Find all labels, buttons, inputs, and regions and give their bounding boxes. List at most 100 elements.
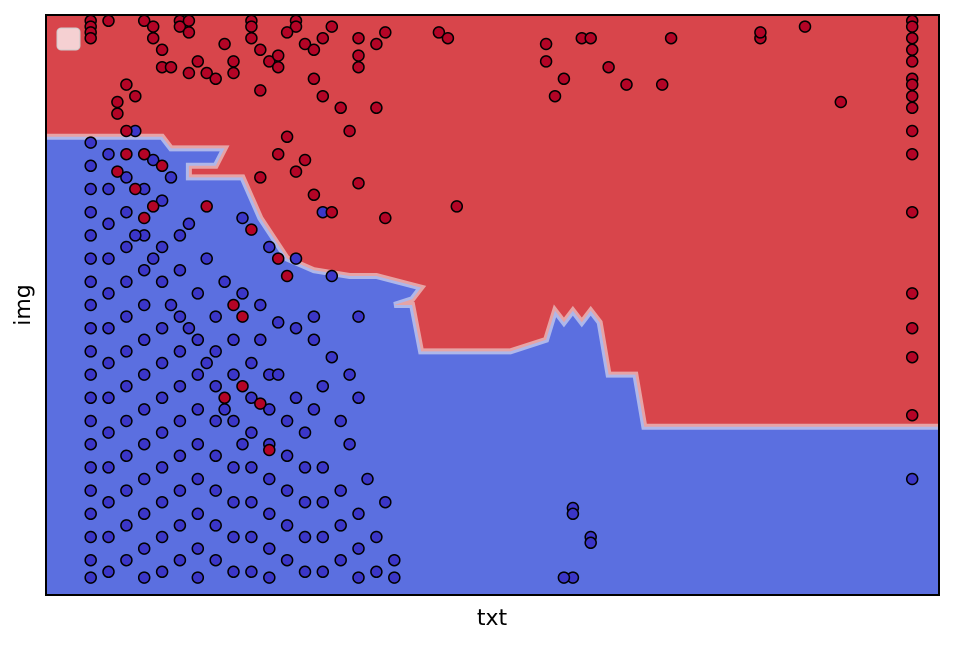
scatter-point-img (905, 205, 919, 219)
scatter-point-img (146, 31, 160, 45)
scatter-point-txt (137, 298, 151, 312)
scatter-point-txt (173, 310, 187, 323)
scatter-point-txt (84, 553, 97, 567)
plot-frame (45, 14, 940, 596)
scatter-point-img (227, 55, 240, 68)
scatter-point-txt (155, 565, 169, 579)
scatter-point-img (352, 31, 365, 45)
scatter-point-img (254, 43, 267, 57)
scatter-point-txt (334, 519, 347, 532)
scatter-point-img (905, 43, 919, 57)
scatter-point-img (584, 31, 597, 45)
scatter-point-txt (146, 153, 160, 167)
scatter-point-txt (343, 368, 356, 381)
scatter-point-img (289, 165, 303, 178)
x-axis-label: txt (477, 606, 508, 631)
scatter-point-txt (102, 565, 115, 579)
scatter-point-txt (263, 542, 276, 555)
scatter-point-txt (379, 495, 392, 509)
scatter-point-img (254, 84, 267, 97)
scatter-point-txt (120, 345, 133, 358)
scatter-point-img (754, 26, 767, 39)
scatter-point-img (271, 252, 285, 265)
scatter-point-txt (173, 263, 187, 277)
scatter-point-img (905, 55, 919, 68)
scatter-point-img (352, 60, 365, 74)
scatter-point-txt (84, 571, 97, 584)
scatter-point-txt (137, 437, 151, 451)
scatter-point-txt (289, 252, 303, 265)
scatter-point-txt (209, 449, 222, 463)
scatter-point-img (164, 60, 178, 74)
scatter-point-txt (227, 414, 240, 428)
scatter-point-txt (227, 333, 240, 347)
scatter-point-txt (102, 391, 115, 405)
scatter-point-txt (191, 333, 205, 347)
scatter-point-txt (137, 542, 151, 555)
scatter-point-txt (254, 298, 267, 312)
scatter-point-txt (137, 403, 151, 416)
scatter-point-img (370, 37, 383, 51)
scatter-point-txt (173, 553, 187, 567)
scatter-point-img (218, 37, 231, 51)
scatter-point-txt (280, 519, 294, 532)
scatter-point-txt (102, 287, 115, 300)
scatter-point-img (289, 20, 303, 33)
scatter-point-img (191, 55, 205, 68)
scatter-point-txt (102, 182, 115, 196)
scatter-point-txt (236, 287, 249, 300)
scatter-point-img (352, 49, 365, 62)
scatter-point-txt (209, 310, 222, 323)
scatter-point-txt (316, 565, 330, 579)
scatter-point-txt (120, 519, 133, 532)
scatter-point-txt (263, 571, 276, 584)
scatter-point-img (182, 66, 196, 80)
decision-boundary-line (46, 133, 939, 430)
scatter-point-txt (352, 507, 365, 521)
scatter-point-txt (84, 391, 97, 405)
scatter-point-txt (245, 391, 258, 405)
scatter-point-img (834, 95, 848, 109)
scatter-point-img (280, 130, 294, 144)
scatter-point-txt (146, 252, 160, 265)
scatter-point-txt (102, 426, 115, 439)
scatter-point-txt (245, 356, 258, 370)
scatter-point-img (120, 124, 133, 138)
scatter-point-img (307, 72, 321, 86)
scatter-point-img (905, 124, 919, 138)
scatter-point-txt (227, 530, 240, 544)
scatter-point-img (441, 31, 455, 45)
scatter-point-txt (298, 565, 312, 579)
scatter-point-txt (191, 571, 205, 584)
scatter-point-img (905, 408, 919, 422)
scatter-point-txt (307, 403, 321, 416)
scatter-point-img (182, 15, 196, 28)
y-axis-label: img (11, 284, 36, 326)
scatter-point-img (245, 223, 258, 236)
scatter-point-txt (120, 484, 133, 497)
scatter-point-txt (316, 461, 330, 474)
scatter-point-img (271, 147, 285, 161)
scatter-point-txt (173, 414, 187, 428)
scatter-point-txt (102, 356, 115, 370)
scatter-point-img (245, 20, 258, 33)
scatter-point-txt (155, 495, 169, 509)
scatter-point-txt (84, 368, 97, 381)
scatter-point-txt (84, 298, 97, 312)
scatter-point-txt (164, 171, 178, 184)
scatter-point-img (307, 188, 321, 202)
scatter-point-img (111, 165, 124, 178)
scatter-point-txt (245, 461, 258, 474)
scatter-point-txt (227, 495, 240, 509)
scatter-point-img (343, 124, 356, 138)
scatter-point-img (316, 31, 330, 45)
scatter-point-txt (218, 403, 231, 416)
scatter-point-txt (209, 519, 222, 532)
scatter-point-txt (191, 437, 205, 451)
scatter-point-txt (245, 565, 258, 579)
scatter-point-txt (155, 321, 169, 335)
scatter-point-txt (84, 461, 97, 474)
scatter-point-txt (84, 229, 97, 242)
scatter-point-txt (155, 194, 169, 207)
scatter-point-txt (280, 449, 294, 463)
